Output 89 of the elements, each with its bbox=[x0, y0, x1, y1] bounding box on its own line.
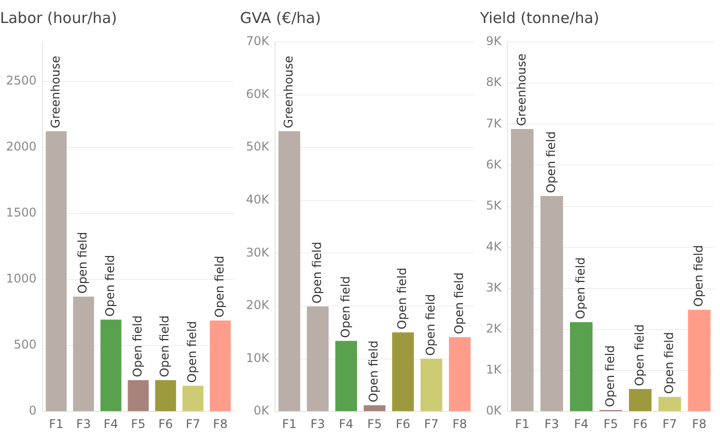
y-tick-label: 2K bbox=[486, 322, 503, 336]
y-tick-label: 0K bbox=[486, 404, 503, 418]
annotation: Open field bbox=[103, 254, 118, 317]
x-tick-label: F7 bbox=[662, 416, 678, 431]
annotation: Open field bbox=[544, 131, 558, 193]
x-tick-label: F3 bbox=[76, 416, 91, 431]
annotation: Open field bbox=[366, 340, 381, 402]
y-tick-label: 1500 bbox=[6, 206, 37, 220]
bar bbox=[570, 322, 593, 412]
bar bbox=[335, 340, 358, 412]
x-tick-label: F1 bbox=[282, 416, 297, 431]
x-tick-label: F5 bbox=[367, 416, 382, 431]
bar bbox=[155, 380, 176, 412]
annotation: Open field bbox=[212, 256, 226, 318]
annotation: Open field bbox=[395, 268, 410, 330]
x-tick-label: F5 bbox=[130, 416, 146, 431]
y-tick-label: 9K bbox=[486, 34, 503, 48]
x-tick-label: F6 bbox=[396, 416, 410, 431]
y-tick-label: 500 bbox=[14, 338, 37, 352]
bar bbox=[364, 405, 386, 412]
bar bbox=[182, 386, 204, 412]
annotation: Open field bbox=[452, 272, 466, 334]
x-tick-label: F8 bbox=[692, 416, 707, 431]
x-tick-label: F7 bbox=[424, 416, 439, 431]
y-tick-label: 2500 bbox=[6, 74, 37, 88]
x-tick-label: F4 bbox=[104, 416, 118, 431]
chart-title: Labor (hour/ha) bbox=[0, 8, 117, 27]
bar bbox=[510, 129, 534, 412]
y-tick-label: 60K bbox=[246, 86, 270, 101]
annotation: Open field bbox=[602, 345, 617, 407]
x-tick-label: F7 bbox=[186, 416, 200, 431]
y-tick-label: 10K bbox=[246, 350, 270, 365]
bar bbox=[628, 389, 652, 412]
bar bbox=[278, 131, 300, 412]
x-tick-label: F3 bbox=[310, 416, 326, 431]
x-tick-label: F3 bbox=[544, 416, 560, 431]
y-tick-label: 6K bbox=[486, 157, 503, 172]
annotation: Greenhouse bbox=[514, 54, 528, 126]
x-tick-label: F1 bbox=[514, 416, 530, 431]
y-tick-label: 3K bbox=[486, 280, 503, 295]
annotation: Greenhouse bbox=[48, 56, 62, 128]
x-tick-label: F1 bbox=[48, 416, 64, 431]
y-tick-label: 4K bbox=[486, 239, 503, 254]
x-tick-label: F8 bbox=[452, 416, 468, 431]
annotation: Open field bbox=[76, 232, 90, 294]
y-tick-label: 0K bbox=[254, 404, 270, 418]
annotation: Open field bbox=[662, 332, 676, 394]
x-tick-label: F6 bbox=[158, 416, 173, 431]
bar bbox=[210, 320, 231, 412]
annotation: Open field bbox=[573, 257, 588, 320]
bar bbox=[306, 306, 329, 412]
bar bbox=[392, 332, 414, 412]
chart-title: Yield (tonne/ha) bbox=[479, 8, 600, 27]
y-tick-label: 50K bbox=[246, 140, 270, 154]
y-tick-label: 2000 bbox=[6, 140, 37, 154]
y-tick-label: 1000 bbox=[6, 272, 37, 286]
x-tick-label: F8 bbox=[213, 416, 228, 431]
annotation: Open field bbox=[691, 244, 706, 307]
annotation: Open field bbox=[424, 294, 438, 356]
y-tick-label: 70K bbox=[246, 34, 270, 48]
bar bbox=[448, 337, 471, 412]
y-tick-label: 40K bbox=[246, 192, 270, 207]
x-tick-label: F4 bbox=[338, 416, 354, 431]
bar bbox=[73, 296, 94, 412]
annotation: Open field bbox=[310, 242, 324, 304]
annotation: Open field bbox=[338, 276, 352, 338]
bar bbox=[540, 196, 564, 412]
y-tick-label: 8K bbox=[486, 75, 503, 90]
annotation: Open field bbox=[632, 324, 646, 386]
annotation: Open field bbox=[130, 315, 144, 378]
x-tick-label: F6 bbox=[632, 416, 648, 431]
annotation: Open field bbox=[158, 315, 172, 378]
bar bbox=[100, 320, 122, 412]
bar bbox=[46, 131, 67, 412]
bar bbox=[420, 358, 442, 412]
x-tick-label: F5 bbox=[603, 416, 618, 431]
annotation: Greenhouse bbox=[281, 56, 296, 128]
y-tick-label: 30K bbox=[246, 245, 270, 260]
y-tick-label: 1K bbox=[486, 362, 503, 377]
chart-title: GVA (€/ha) bbox=[240, 8, 321, 27]
bar bbox=[658, 396, 682, 412]
annotation: Open field bbox=[185, 320, 200, 383]
y-tick-label: 0 bbox=[28, 404, 37, 418]
y-tick-label: 7K bbox=[486, 116, 503, 130]
y-tick-label: 5K bbox=[486, 198, 503, 212]
y-tick-label: 20K bbox=[246, 298, 270, 312]
x-tick-label: F4 bbox=[574, 416, 589, 431]
bar bbox=[128, 380, 149, 412]
bar bbox=[688, 310, 711, 412]
